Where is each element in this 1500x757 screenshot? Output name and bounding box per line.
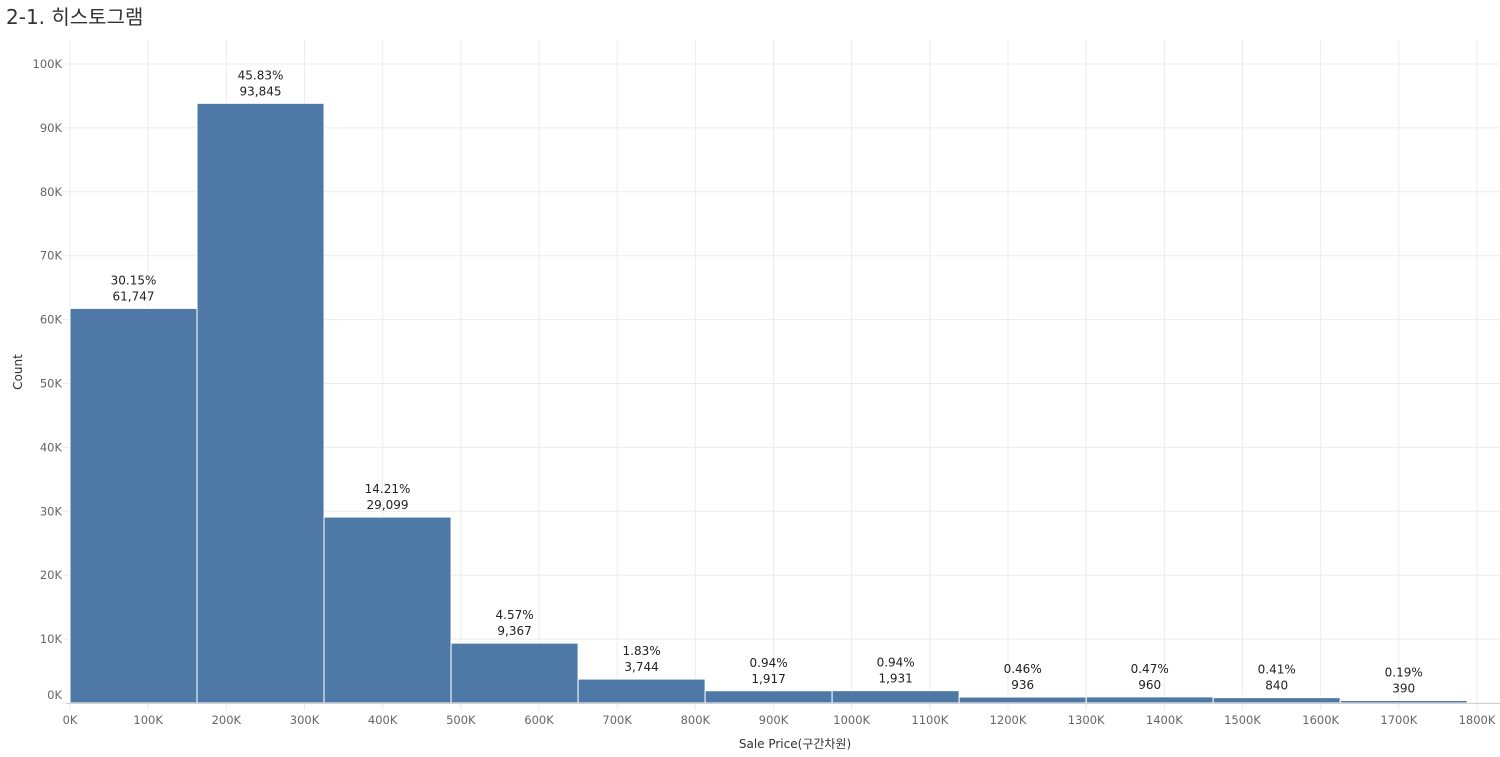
histogram-bar: [196, 102, 325, 704]
y-tick-label: 10K: [40, 632, 63, 646]
x-tick-label: 0K: [63, 713, 78, 727]
bar-count-label: 1,931: [878, 672, 912, 686]
bar-count-label: 61,747: [113, 289, 155, 303]
x-tick-label: 1200K: [990, 713, 1027, 727]
y-tick-label: 40K: [40, 440, 63, 454]
y-tick-label: 20K: [40, 568, 63, 582]
histogram-bar: [1212, 697, 1341, 704]
bar-percent-label: 0.94%: [877, 656, 915, 670]
bar-count-label: 936: [1011, 678, 1034, 692]
y-tick-label: 100K: [33, 57, 63, 71]
x-axis-ticks: 0K 100K 200K 300K 400K 500K 600K 700K 800K 900K 10…: [63, 713, 1496, 727]
y-axis-title: Count: [11, 354, 25, 390]
y-tick-label: 80K: [40, 185, 63, 199]
bar-percent-label: 0.47%: [1131, 662, 1169, 676]
bar-percent-label: 0.41%: [1258, 663, 1296, 677]
page-title: 2-1. 히스토그램: [6, 5, 144, 29]
y-tick-label: 50K: [40, 377, 63, 391]
x-tick-label: 1100K: [911, 713, 948, 727]
x-axis-title: Sale Price(구간차원): [739, 737, 851, 751]
x-tick-label: 500K: [446, 713, 476, 727]
bar-count-label: 960: [1138, 678, 1161, 692]
x-tick-label: 1000K: [833, 713, 870, 727]
bar-percent-label: 0.46%: [1004, 662, 1042, 676]
histogram-bar: [69, 307, 198, 704]
x-tick-label: 600K: [524, 713, 554, 727]
x-tick-label: 800K: [681, 713, 711, 727]
y-axis-ticks: 0K 10K 20K 30K 40K 50K 60K 70K 80K 90K 100K: [33, 57, 63, 702]
x-tick-label: 300K: [290, 713, 320, 727]
bar-count-label: 93,845: [240, 84, 282, 98]
x-tick-label: 1400K: [1146, 713, 1183, 727]
bar-count-label: 1,917: [751, 672, 785, 686]
histogram-bar: [831, 690, 960, 704]
x-tick-label: 700K: [602, 713, 632, 727]
y-tick-label: 90K: [40, 121, 63, 135]
histogram-bar: [450, 642, 579, 704]
y-tick-label: 0K: [47, 688, 62, 702]
bar-percent-label: 4.57%: [496, 608, 534, 622]
x-tick-label: 1700K: [1380, 713, 1417, 727]
histogram-bar: [323, 516, 452, 704]
bar-percent-label: 0.94%: [750, 656, 788, 670]
y-tick-label: 70K: [40, 249, 63, 263]
x-tick-label: 1300K: [1068, 713, 1105, 727]
x-tick-label: 100K: [133, 713, 163, 727]
bar-count-label: 840: [1265, 679, 1288, 693]
histogram-bar: [1339, 700, 1468, 704]
x-tick-label: 900K: [759, 713, 789, 727]
bar-percent-label: 1.83%: [623, 644, 661, 658]
bar-count-label: 29,099: [367, 498, 409, 512]
bar-count-label: 390: [1392, 682, 1415, 696]
histogram-bars: [69, 102, 1468, 704]
x-tick-label: 200K: [212, 713, 242, 727]
y-tick-label: 60K: [40, 313, 63, 327]
histogram-bar: [704, 690, 833, 704]
bar-percent-label: 14.21%: [365, 482, 411, 496]
x-tick-label: 1500K: [1224, 713, 1261, 727]
histogram-bar: [1085, 696, 1214, 704]
x-tick-label: 1600K: [1302, 713, 1339, 727]
bar-percent-label: 0.19%: [1385, 666, 1423, 680]
y-tick-label: 30K: [40, 504, 63, 518]
histogram-bar: [577, 678, 706, 704]
bar-percent-label: 30.15%: [111, 273, 157, 287]
bar-data-labels: 30.15% 61,747 45.83% 93,845 14.21% 29,099 4.57…: [111, 68, 1423, 695]
bar-percent-label: 45.83%: [238, 68, 284, 82]
bar-count-label: 9,367: [497, 624, 531, 638]
histogram-bar: [958, 696, 1087, 704]
x-tick-label: 1800K: [1459, 713, 1496, 727]
bar-count-label: 3,744: [624, 660, 658, 674]
x-tick-label: 400K: [368, 713, 398, 727]
